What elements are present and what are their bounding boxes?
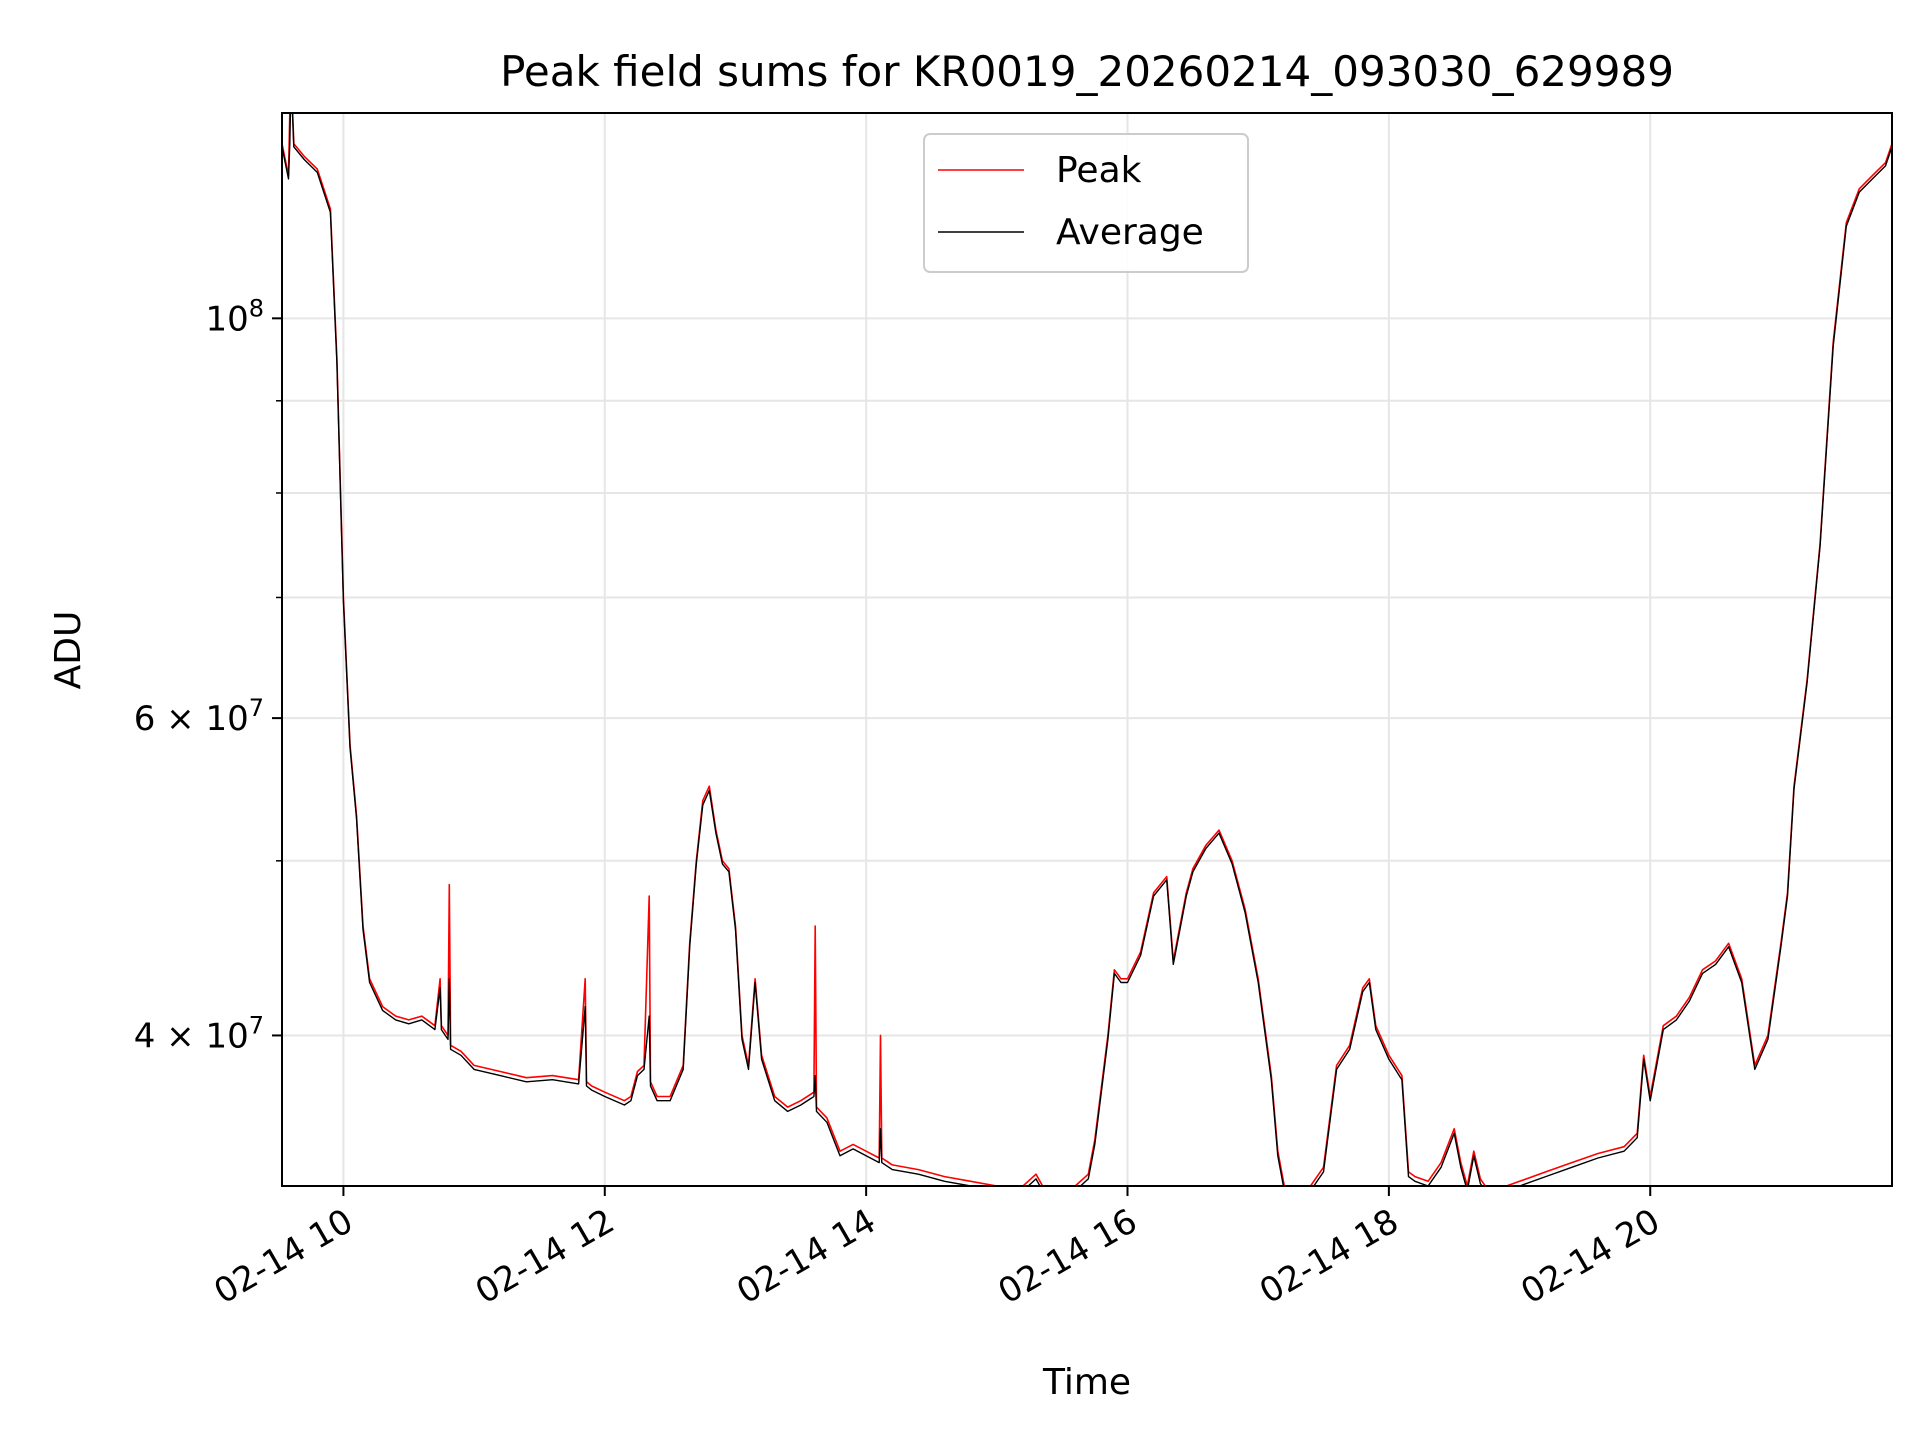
series-layer (282, 113, 1892, 1186)
legend-box (923, 133, 1249, 273)
y-tick-label-exponent: 8 (249, 294, 264, 322)
series-line-average (282, 113, 1892, 1186)
y-axis-title: ADU (48, 611, 89, 690)
chart-title: Peak field sums for KR0019_20260214_0930… (500, 47, 1674, 96)
legend: Peak Average (923, 133, 1249, 273)
legend-label-average: Average (1056, 212, 1204, 253)
y-tick-label: 6 × 107 (134, 694, 264, 739)
grid-lines (282, 113, 1892, 1186)
y-tick-label: 108 (205, 294, 264, 339)
series-line-peak (282, 113, 1892, 1186)
legend-label-peak: Peak (1056, 150, 1142, 191)
x-axis-title: Time (1042, 1362, 1131, 1403)
y-tick-label-base: 6 × 10 (134, 699, 249, 739)
y-tick-label-base: 10 (205, 299, 248, 339)
y-tick-label: 4 × 107 (134, 1011, 264, 1056)
plot-frame (281, 112, 1893, 1187)
y-tick-label-base: 4 × 10 (134, 1016, 249, 1056)
y-tick-label-exponent: 7 (249, 694, 264, 722)
y-tick-label-exponent: 7 (249, 1011, 264, 1039)
